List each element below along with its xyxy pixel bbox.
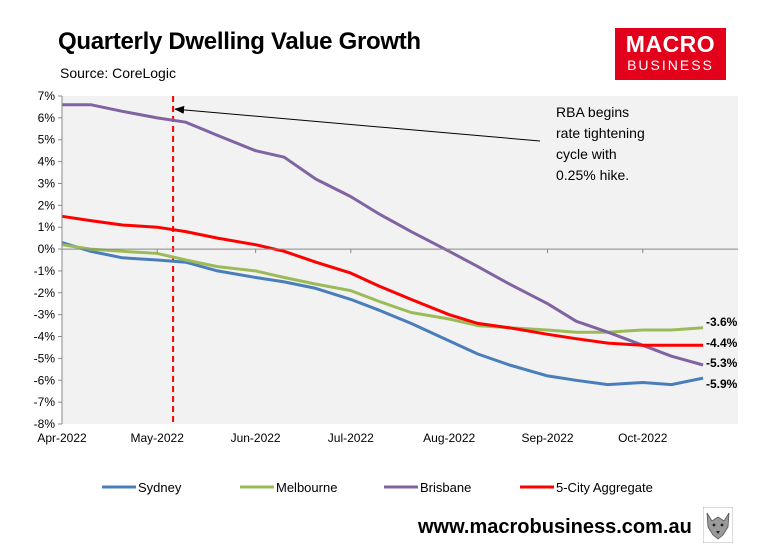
x-tick-label: Sep-2022 bbox=[522, 431, 574, 445]
end-value-label: -3.6% bbox=[706, 315, 738, 329]
y-tick-label: -8% bbox=[34, 417, 56, 431]
y-tick-label: 3% bbox=[38, 176, 56, 190]
x-tick-label: Oct-2022 bbox=[618, 431, 668, 445]
annotation-text: cycle with bbox=[556, 146, 617, 162]
y-tick-label: 0% bbox=[38, 242, 56, 256]
y-tick-label: 7% bbox=[38, 89, 56, 103]
legend-label: 5-City Aggregate bbox=[556, 480, 653, 495]
website-url: www.macrobusiness.com.au bbox=[418, 516, 692, 538]
series-line-brisbane bbox=[62, 103, 704, 367]
annotation-arrow bbox=[174, 105, 541, 142]
source-label: Source: CoreLogic bbox=[60, 65, 176, 81]
y-tick-label: -3% bbox=[34, 308, 56, 322]
series-line-sydney bbox=[61, 241, 704, 387]
y-tick-label: -1% bbox=[34, 264, 56, 278]
legend-label: Sydney bbox=[138, 480, 182, 495]
y-tick-label: 2% bbox=[38, 198, 56, 212]
y-tick-label: -2% bbox=[34, 286, 56, 300]
macrobusiness-logo: MACRO BUSINESS bbox=[615, 28, 726, 80]
legend-label: Melbourne bbox=[276, 480, 337, 495]
y-tick-label: 1% bbox=[38, 220, 56, 234]
x-tick-label: Jun-2022 bbox=[231, 431, 281, 445]
y-tick-label: -5% bbox=[34, 351, 56, 365]
y-tick-label: 5% bbox=[38, 133, 56, 147]
wolf-mascot-icon bbox=[703, 507, 733, 543]
x-tick-label: Jul-2022 bbox=[328, 431, 374, 445]
y-tick-label: -7% bbox=[34, 395, 56, 409]
annotation-text: rate tightening bbox=[556, 125, 645, 141]
legend-label: Brisbane bbox=[420, 480, 471, 495]
y-tick-label: 6% bbox=[38, 111, 56, 125]
logo-line-2: BUSINESS bbox=[627, 57, 714, 73]
series-line-melbourne bbox=[61, 243, 704, 334]
y-tick-label: -4% bbox=[34, 330, 56, 344]
y-tick-label: -6% bbox=[34, 373, 56, 387]
x-tick-label: May-2022 bbox=[131, 431, 185, 445]
end-value-label: -5.9% bbox=[706, 377, 738, 391]
annotation-text: RBA begins bbox=[556, 104, 629, 120]
annotation-text: 0.25% hike. bbox=[556, 167, 629, 183]
y-tick-label: 4% bbox=[38, 155, 56, 169]
end-value-label: -4.4% bbox=[706, 336, 738, 350]
page-title: Quarterly Dwelling Value Growth bbox=[58, 28, 421, 55]
logo-line-1: MACRO bbox=[625, 31, 716, 57]
end-value-label: -5.3% bbox=[706, 356, 738, 370]
x-tick-label: Aug-2022 bbox=[423, 431, 475, 445]
series-line-5-city-aggregate bbox=[61, 214, 704, 347]
x-tick-label: Apr-2022 bbox=[37, 431, 87, 445]
